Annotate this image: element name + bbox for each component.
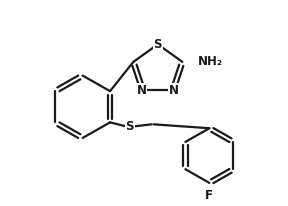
Text: F: F	[205, 189, 213, 202]
Text: S: S	[154, 38, 162, 51]
Text: N: N	[169, 84, 179, 97]
Text: S: S	[126, 120, 134, 133]
Text: N: N	[137, 84, 147, 97]
Text: NH₂: NH₂	[198, 55, 223, 68]
